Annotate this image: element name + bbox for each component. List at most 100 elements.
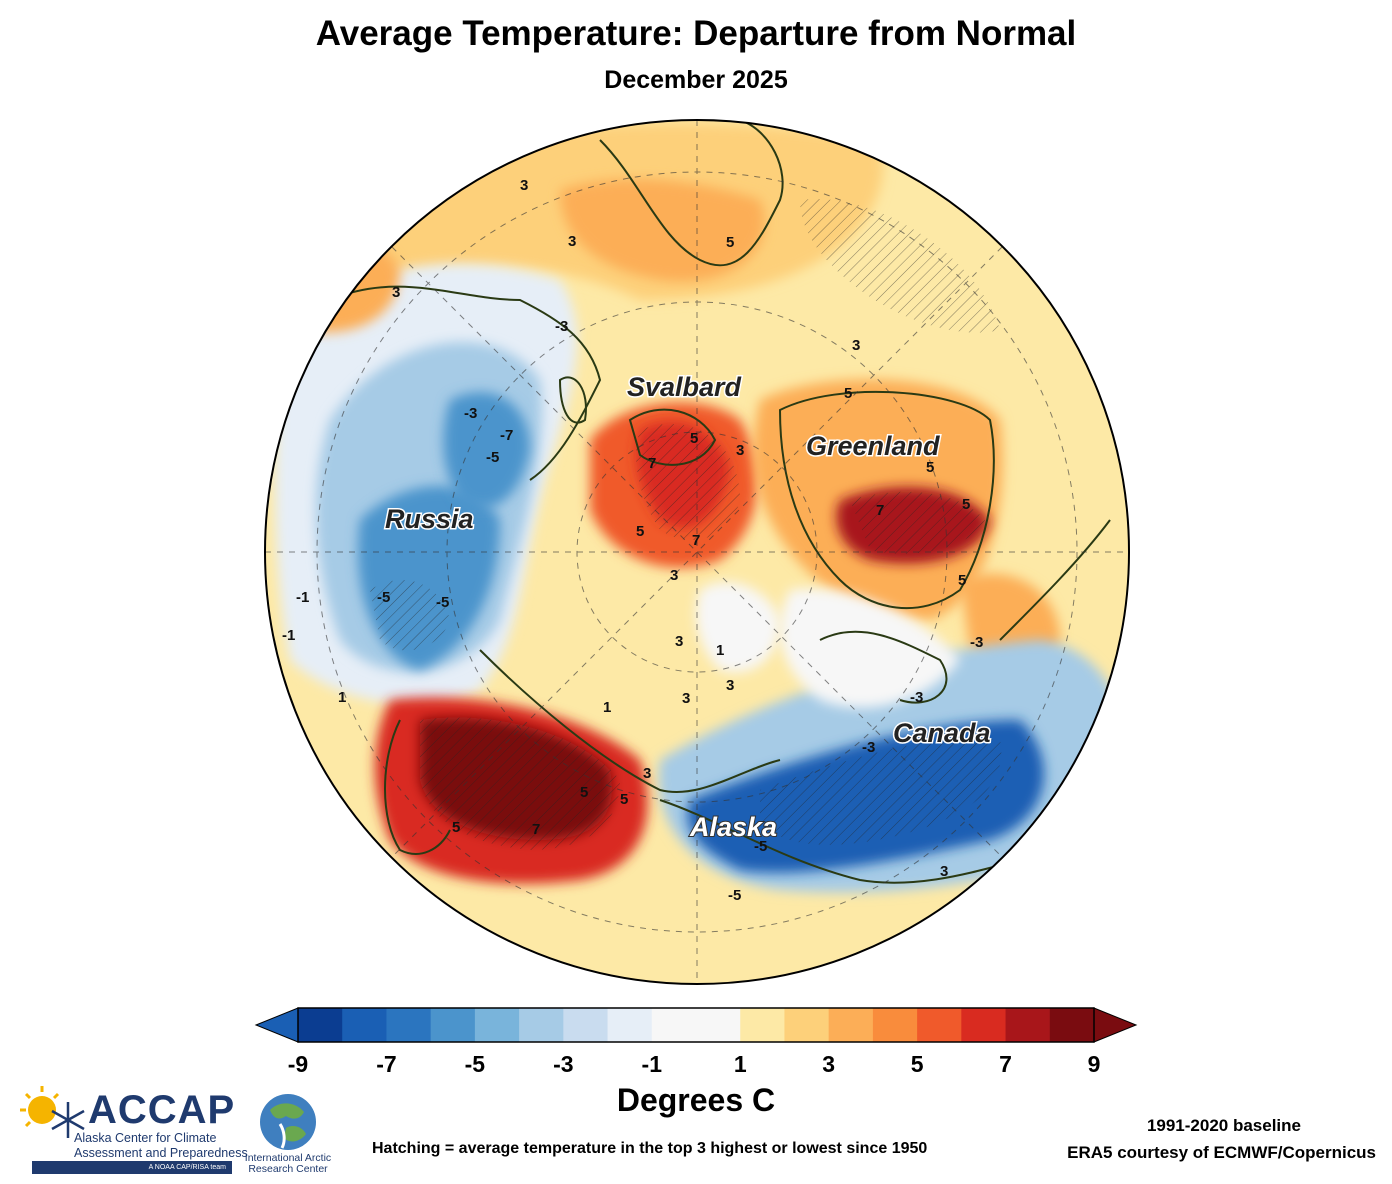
- accap-band: A NOAA CAP/RISA team: [32, 1161, 232, 1174]
- colorbar-cell: [696, 1008, 741, 1042]
- colorbar-over-arrow: [1093, 1007, 1138, 1043]
- map-border: [264, 119, 1130, 985]
- label-canada: Canada: [893, 718, 991, 748]
- hatch-svalbard: [636, 423, 740, 540]
- iarc-globe-icon: [260, 1094, 316, 1150]
- archipelago-normal: [780, 588, 960, 708]
- contour-label: -5: [377, 589, 390, 606]
- hatch-russia: [370, 580, 450, 651]
- accap-tagline-1: Alaska Center for Climate: [74, 1131, 217, 1145]
- contour-label: 5: [452, 819, 460, 836]
- colorbar-cell: [740, 1008, 785, 1042]
- colorbar-under-arrow: [254, 1007, 299, 1043]
- hatch-siberia: [420, 717, 620, 850]
- contour-label: 7: [692, 532, 700, 549]
- coastlines: [329, 120, 1111, 884]
- colorbar-cell: [828, 1008, 874, 1042]
- colorbar-cell: [519, 1008, 564, 1042]
- colorbar-cell: [342, 1008, 387, 1042]
- contour-label: 7: [532, 821, 540, 838]
- iarc-line-1: International Arctic: [244, 1152, 332, 1164]
- accap-name: ACCAP: [88, 1088, 236, 1132]
- contour-label: 5: [580, 784, 588, 801]
- contour-label: -5: [486, 449, 499, 466]
- colorbar-cell: [474, 1008, 520, 1042]
- colorbar-cell: [651, 1008, 697, 1042]
- contour-label: 3: [852, 337, 860, 354]
- colorbar-cells: [298, 1008, 1095, 1042]
- contour-label: -7: [500, 427, 513, 444]
- colorbar-cell: [872, 1008, 918, 1042]
- iarc-line-2: Research Center: [248, 1163, 328, 1175]
- contour-label: -1: [296, 589, 309, 606]
- contour-label: 7: [648, 455, 656, 472]
- colorbar-cell: [1049, 1008, 1095, 1042]
- contour-label: 5: [962, 496, 970, 513]
- colorbar-cell: [917, 1008, 962, 1042]
- data-credit: ERA5 courtesy of ECMWF/Copernicus: [1067, 1143, 1376, 1162]
- anomaly-field: [265, 120, 1129, 984]
- contour-label: 3: [643, 765, 651, 782]
- hatching-note: Hatching = average temperature in the to…: [372, 1140, 928, 1157]
- label-svalbard: Svalbard: [627, 372, 742, 402]
- accap-logo: [20, 1086, 85, 1138]
- contour-label: 3: [736, 442, 744, 459]
- contour-label: -3: [910, 689, 923, 706]
- contour-label: -1: [282, 627, 295, 644]
- contour-label: 3: [392, 284, 400, 301]
- contour-label: -3: [555, 318, 568, 335]
- urals-cold: [443, 392, 530, 508]
- contour-label: 1: [716, 642, 724, 659]
- colorbar-cell: [607, 1008, 653, 1042]
- colorbar-tick-label: -1: [641, 1051, 662, 1077]
- colorbar-cell: [430, 1008, 476, 1042]
- contour-label: 3: [675, 633, 683, 650]
- contour-label: -5: [754, 838, 767, 855]
- colorbar-cell: [1005, 1008, 1051, 1042]
- colorbar-frame: [297, 1007, 1095, 1043]
- contour-label: 3: [726, 677, 734, 694]
- colorbar-tick-label: -9: [287, 1051, 309, 1077]
- colorbar-tick-label: 3: [822, 1051, 836, 1077]
- graticule: [265, 120, 1129, 984]
- contour-label: 7: [876, 502, 884, 519]
- iarc-name: International Arctic Research Center: [238, 1153, 338, 1175]
- contour-labels: -3 -7 -5 -5 -5 -3 -1 -1 3 3 5 3 5 7 5 7 …: [282, 177, 983, 904]
- contour-label: 5: [926, 459, 934, 476]
- colorbar: [254, 1007, 1138, 1043]
- sun-icon: [28, 1096, 56, 1124]
- baseline-note: 1991-2020 baseline: [1146, 1116, 1301, 1135]
- colorbar-tick-label: 9: [1087, 1051, 1101, 1077]
- contour-label: 5: [958, 572, 966, 589]
- contour-label: 5: [636, 523, 644, 540]
- contour-label: -3: [970, 634, 983, 651]
- label-greenland: Greenland: [806, 431, 940, 461]
- scandinavia-warm: [560, 179, 765, 282]
- map-title: Average Temperature: Departure from Norm…: [315, 14, 1077, 53]
- colorbar-tick-label: 5: [910, 1051, 924, 1077]
- colorbar-cell: [386, 1008, 432, 1042]
- contour-label: -3: [862, 739, 875, 756]
- colorbar-cell: [784, 1008, 830, 1042]
- contour-label: 5: [620, 791, 628, 808]
- hatch-alaska: [760, 738, 1002, 845]
- contour-label: 5: [844, 385, 852, 402]
- colorbar-tick-label: -5: [464, 1051, 486, 1077]
- contour-label: -5: [728, 887, 741, 904]
- accap-tagline-2: Assessment and Preparedness: [74, 1146, 248, 1160]
- contour-label: 1: [603, 699, 611, 716]
- contour-label: 3: [682, 690, 690, 707]
- contour-label: 1: [338, 689, 346, 706]
- hatch-greenland: [850, 491, 985, 554]
- colorbar-unit-label: Degrees C: [616, 1082, 776, 1118]
- contour-label: 3: [520, 177, 528, 194]
- snowflake-icon: [51, 1102, 85, 1138]
- colorbar-tick-label: -7: [376, 1051, 397, 1077]
- central-arctic-normal: [696, 581, 780, 673]
- colorbar-tick-label: -3: [553, 1051, 574, 1077]
- label-alaska: Alaska: [689, 812, 777, 842]
- contour-label: -5: [436, 594, 449, 611]
- contour-label: 3: [940, 863, 948, 880]
- contour-label: -3: [464, 405, 477, 422]
- colorbar-tick-label: 1: [733, 1051, 747, 1077]
